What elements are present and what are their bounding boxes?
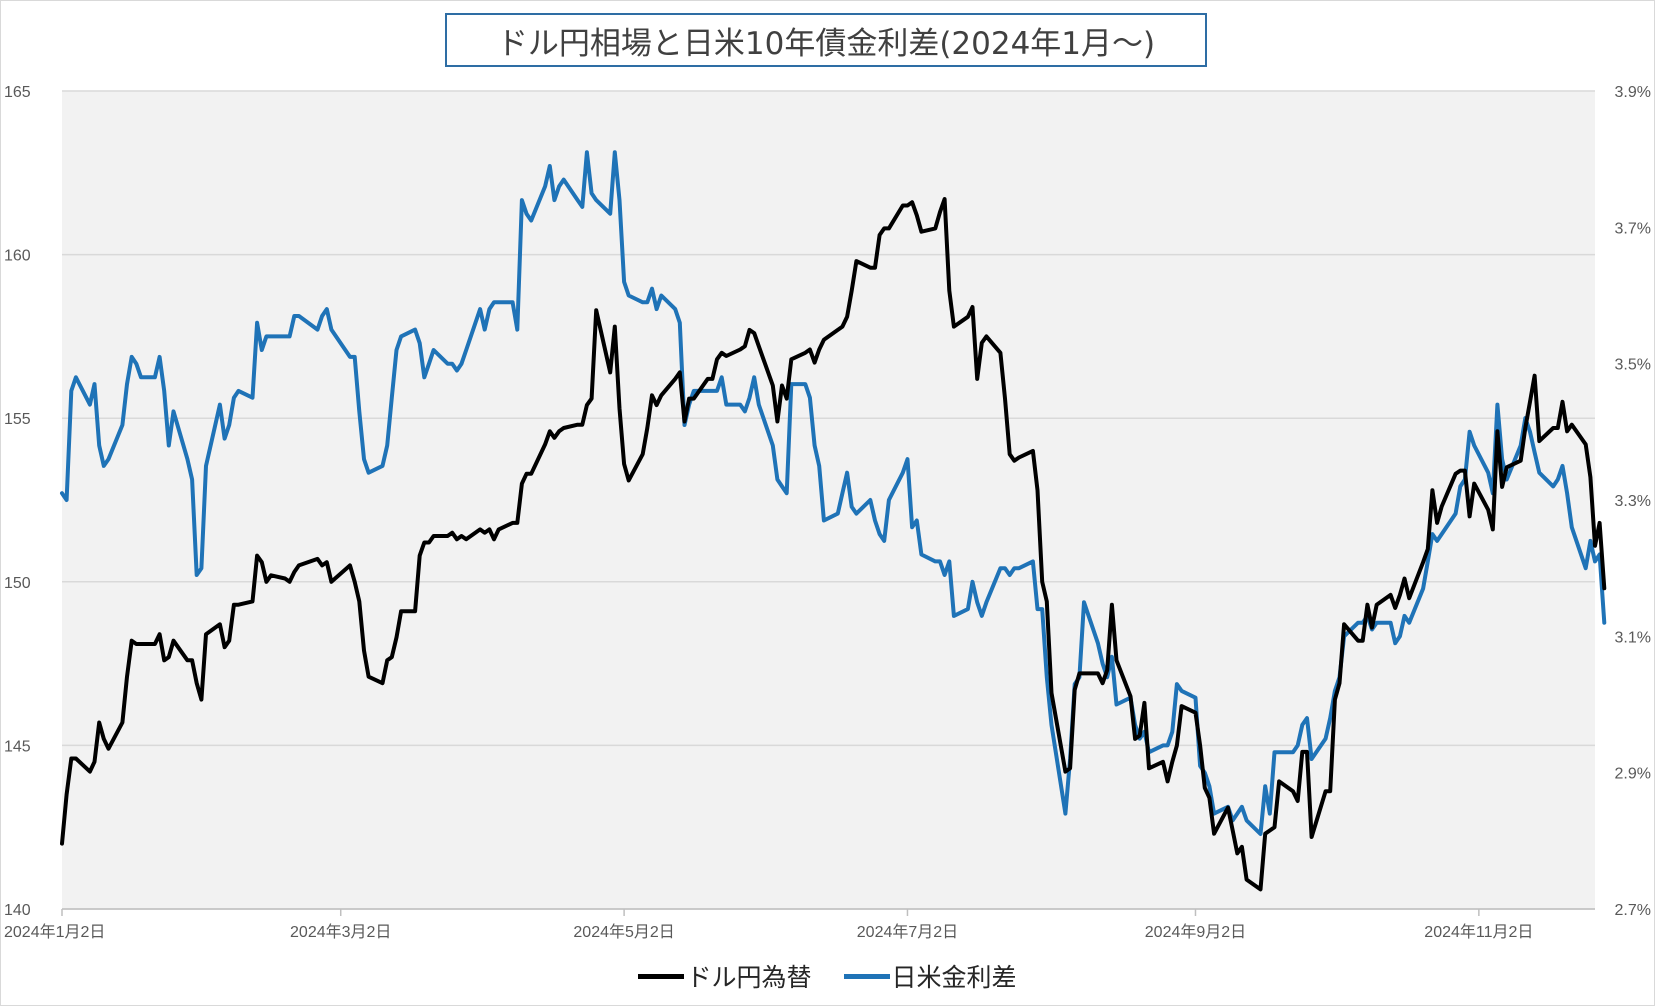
series-lines (60, 150, 1607, 892)
legend-item-usdjpy[interactable]: ドル円為替 (638, 958, 812, 994)
legend-swatch-usdjpy (638, 973, 685, 979)
x-axis: 2024年1月2日 2024年3月2日 2024年5月2日 2024年7月2日 2024… (4, 909, 1533, 941)
x-tick-label: 2024年3月2日 (290, 923, 391, 941)
left-tick-label: 155 (4, 411, 31, 428)
chart-title-text: ドル円相場と日米10年債金利差(2024年1月～) (496, 25, 1156, 62)
legend-label-spread: 日米金利差 (891, 963, 1017, 992)
x-tick-label: 2024年11月2日 (1424, 923, 1533, 941)
gridlines (62, 90, 1595, 910)
left-tick-label: 160 (4, 248, 31, 265)
legend-item-spread[interactable]: 日米金利差 (843, 958, 1017, 994)
usdjpy-line (60, 197, 1607, 892)
chart-title: ドル円相場と日米10年債金利差(2024年1月～) (445, 13, 1207, 67)
right-tick-label: 3.3% (1615, 493, 1651, 510)
x-tick-label: 2024年5月2日 (573, 923, 674, 941)
right-tick-label: 3.9% (1615, 84, 1651, 101)
x-tick-label: 2024年7月2日 (857, 923, 958, 941)
spread-line (60, 150, 1607, 836)
right-axis: 2.7% 2.9% 3.1% 3.3% 3.5% 3.7% 3.9% (1615, 84, 1651, 919)
right-tick-label: 3.1% (1615, 629, 1651, 646)
left-axis: 140 145 150 155 160 165 (4, 84, 31, 919)
left-tick-label: 165 (4, 84, 31, 101)
legend-swatch-spread (843, 973, 890, 979)
legend-label-usdjpy: ドル円為替 (686, 963, 812, 992)
x-tick-label: 2024年1月2日 (4, 923, 105, 941)
legend: ドル円為替 日米金利差 (0, 958, 1655, 994)
plot-area (62, 91, 1595, 909)
right-tick-label: 2.9% (1615, 766, 1651, 783)
right-tick-label: 2.7% (1615, 902, 1651, 919)
right-tick-label: 3.7% (1615, 220, 1651, 237)
right-tick-label: 3.5% (1615, 357, 1651, 374)
left-tick-label: 145 (4, 738, 31, 755)
left-tick-label: 140 (4, 902, 31, 919)
left-tick-label: 150 (4, 575, 31, 592)
x-tick-label: 2024年9月2日 (1145, 923, 1246, 941)
